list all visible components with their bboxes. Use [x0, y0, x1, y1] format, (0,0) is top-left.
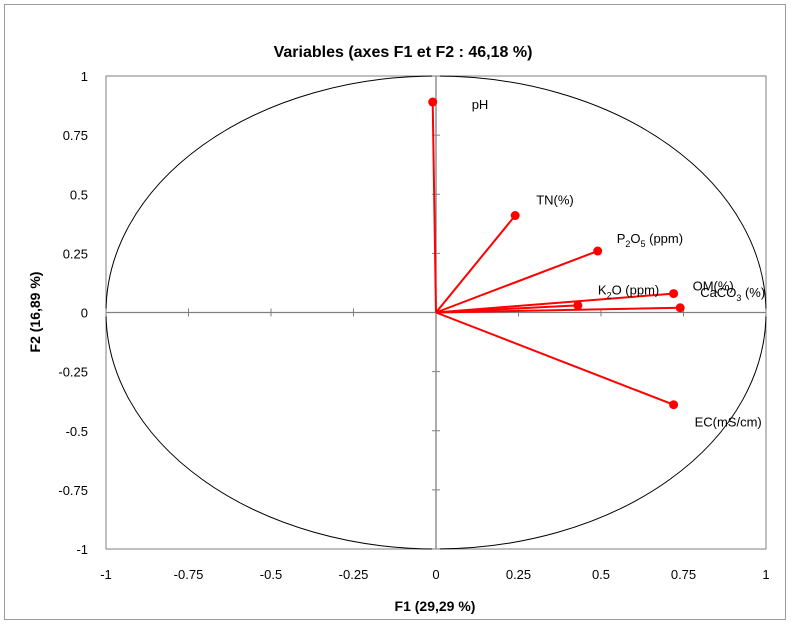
loading-point: [573, 300, 583, 310]
loading-vector: [435, 304, 578, 314]
x-tick-label: -0.5: [260, 567, 282, 582]
x-tick-label: 1: [762, 567, 769, 582]
y-tick-label: -0.5: [66, 424, 88, 439]
x-tick-label: 0.75: [671, 567, 696, 582]
x-axis-title: F1 (29,29 %): [395, 598, 476, 614]
y-tick-label: 0.25: [63, 246, 88, 261]
x-tick-label: 0.25: [506, 567, 531, 582]
x-tick-label: 0.5: [592, 567, 610, 582]
loading-vector: [435, 306, 681, 314]
loading-vector: [435, 292, 674, 314]
y-axis-title: F2 (16,89 %): [27, 272, 43, 353]
loading-point: [669, 289, 679, 299]
x-tick-label: -0.25: [339, 567, 369, 582]
variable-label: P2O5 (ppm): [617, 231, 683, 249]
x-tick-label: -0.75: [174, 567, 204, 582]
loading-vector: [435, 214, 516, 314]
loading-vector: [431, 101, 437, 313]
variable-label: K2O (ppm): [598, 282, 659, 300]
y-tick-label: 0.5: [70, 187, 88, 202]
loading-point: [669, 400, 679, 410]
loading-point: [593, 246, 603, 256]
y-tick-label: 1: [81, 69, 88, 84]
variable-label: EC(mS/cm): [695, 415, 762, 430]
chart-title: Variables (axes F1 et F2 : 46,18 %): [274, 44, 533, 61]
variable-label: pH: [472, 97, 489, 112]
loading-point: [675, 303, 685, 313]
loading-point: [510, 211, 520, 221]
y-tick-label: 0: [81, 306, 88, 321]
x-tick-label: 0: [432, 567, 439, 582]
variable-label: TN(%): [536, 193, 574, 208]
y-tick-label: 0.75: [63, 128, 88, 143]
x-tick-label: -1: [100, 567, 112, 582]
variable-label: OM(%): [693, 279, 734, 294]
loading-vector: [435, 311, 674, 406]
plot-area: -1 -0.75 -0.5 -0.25 0 0.25 0.5 0.75 1 1 0.75 0.5 0.2…: [58, 69, 769, 582]
loading-vector: [435, 250, 599, 314]
y-tick-label: -1: [76, 542, 88, 557]
loading-point: [428, 97, 438, 107]
y-tick-label: -0.75: [58, 483, 88, 498]
variable-label: CaCO3 (%): [700, 285, 765, 303]
y-tick-label: -0.25: [58, 365, 88, 380]
